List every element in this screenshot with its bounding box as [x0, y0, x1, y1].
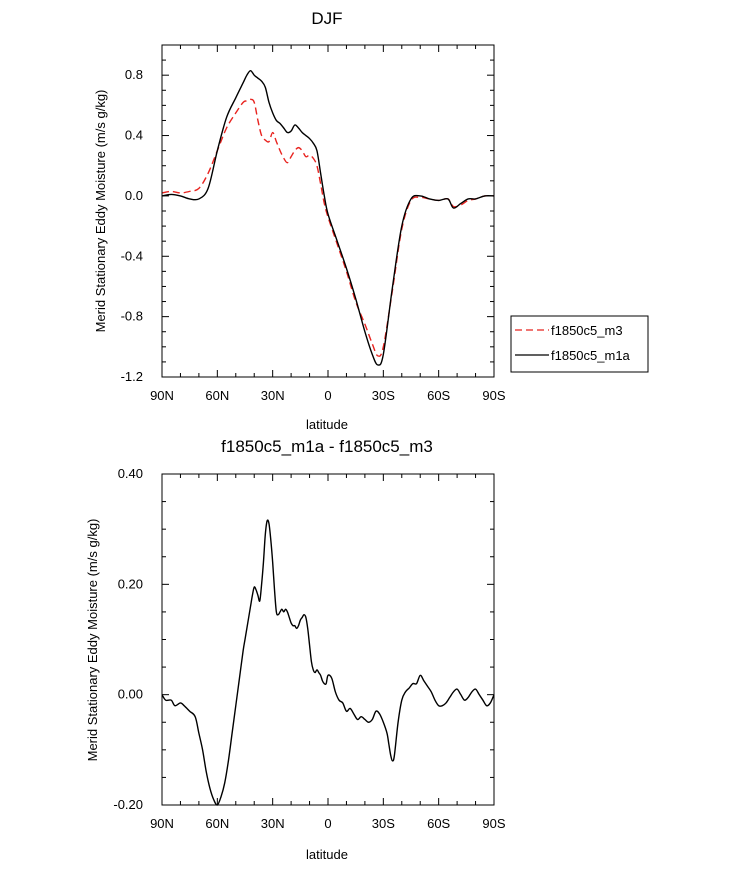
bottom-x-tick-label: 0 [324, 816, 331, 831]
legend-label-m1a: f1850c5_m1a [551, 348, 631, 363]
bottom-chart-frame [161, 473, 495, 806]
bottom-chart-ylabel: Merid Stationary Eddy Moisture (m/s g/kg… [85, 519, 100, 762]
bottom-chart-xlabel: latitude [306, 847, 348, 862]
top-chart-frame [161, 44, 495, 378]
bottom-x-tick-label: 60S [427, 816, 450, 831]
top-x-tick-label: 60S [427, 388, 450, 403]
bottom-x-tick-label: 60N [205, 816, 229, 831]
top-chart-xlabel: latitude [306, 417, 348, 432]
top-chart-title: DJF [311, 9, 342, 28]
top-y-tick-label: 0.4 [125, 128, 143, 143]
top-series-line-f1850c5_m1a [161, 69, 495, 366]
legend-box [510, 315, 649, 373]
top-y-tick-label: 0.0 [125, 188, 143, 203]
top-series-line-f1850c5_m3 [161, 98, 495, 357]
top-y-tick-label: -0.8 [121, 309, 143, 324]
top-y-tick-label: 0.8 [125, 67, 143, 82]
top-x-tick-label: 60N [205, 388, 229, 403]
bottom-x-tick-label: 30N [261, 816, 285, 831]
top-x-tick-label: 0 [324, 388, 331, 403]
top-y-tick-label: -1.2 [121, 369, 143, 384]
top-chart-ylabel: Merid Stationary Eddy Moisture (m/s g/kg… [93, 90, 108, 333]
bottom-series-line-f1850c5_m1a - f1850c5_m3 [161, 519, 495, 806]
top-y-tick-label: -0.4 [121, 248, 143, 263]
bottom-x-tick-label: 30S [372, 816, 395, 831]
top-x-tick-label: 90N [150, 388, 174, 403]
bottom-y-tick-label: -0.20 [113, 797, 143, 812]
top-chart: DJF 90N 60N 30N 0 30S 60S 90S -1.2 -0.8 -0.4 0.0 0.… [93, 9, 649, 432]
bottom-y-tick-label: 0.00 [118, 687, 143, 702]
bottom-chart-title: f1850c5_m1a - f1850c5_m3 [221, 437, 433, 456]
legend-label-m3: f1850c5_m3 [551, 323, 623, 338]
bottom-x-tick-label: 90N [150, 816, 174, 831]
top-x-tick-label: 30N [261, 388, 285, 403]
bottom-y-tick-label: 0.40 [118, 466, 143, 481]
bottom-y-tick-label: 0.20 [118, 576, 143, 591]
bottom-x-tick-label: 90S [482, 816, 505, 831]
bottom-chart: f1850c5_m1a - f1850c5_m3 90N 60N 30N 0 30S 60… [85, 437, 506, 862]
top-x-tick-label: 90S [482, 388, 505, 403]
top-x-tick-label: 30S [372, 388, 395, 403]
legend: f1850c5_m3 f1850c5_m1a [510, 315, 649, 373]
